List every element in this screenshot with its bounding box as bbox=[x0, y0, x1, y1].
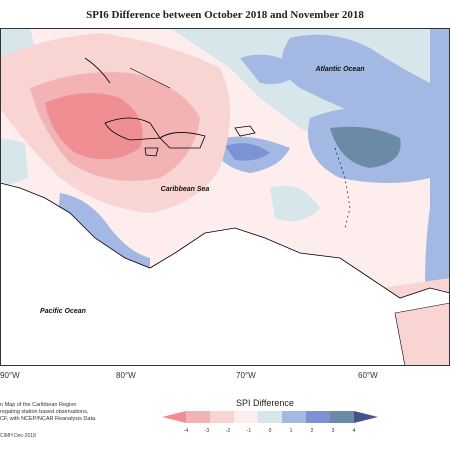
legend-swatch bbox=[186, 411, 210, 423]
legend-swatch bbox=[330, 411, 354, 423]
map-note: regating station based observations, bbox=[0, 409, 89, 415]
legend-tick-label: 2 bbox=[311, 428, 314, 434]
spi-difference-map: Atlantic Ocean Caribbean Sea Pacific Oce… bbox=[0, 28, 450, 366]
legend-swatch bbox=[210, 411, 234, 423]
legend-swatch bbox=[282, 411, 306, 423]
legend-swatch bbox=[234, 411, 258, 423]
lon-tick: 90°W bbox=[0, 371, 20, 380]
credit-text: CIMH Dec-2018 bbox=[0, 433, 36, 439]
legend-tick-label: 0 bbox=[269, 428, 272, 434]
legend-tick-label: -2 bbox=[226, 428, 231, 434]
map-note: n Map of the Caribbean Region bbox=[0, 402, 77, 408]
legend-tick-label: -4 bbox=[184, 428, 189, 434]
label-atlantic-ocean: Atlantic Ocean bbox=[314, 66, 364, 73]
map-note: CF, with NCEP/NCAR Reanalysis Data. bbox=[0, 416, 97, 422]
legend-tick-label: 3 bbox=[332, 428, 335, 434]
lon-tick: 60°W bbox=[358, 371, 378, 380]
lon-tick: 80°W bbox=[116, 371, 136, 380]
label-caribbean-sea: Caribbean Sea bbox=[161, 186, 210, 193]
legend-swatch bbox=[354, 411, 378, 423]
legend-swatch bbox=[258, 411, 282, 423]
legend-swatch bbox=[162, 411, 186, 423]
legend-tick-label: 1 bbox=[290, 428, 293, 434]
lon-tick: 70°W bbox=[236, 371, 256, 380]
legend-tick-label: 4 bbox=[353, 428, 356, 434]
label-pacific-ocean: Pacific Ocean bbox=[40, 308, 86, 315]
map-title: SPI6 Difference between October 2018 and… bbox=[86, 9, 364, 21]
legend-tick-label: -3 bbox=[205, 428, 210, 434]
color-legend: -4 -3 -2 -1 0 1 2 3 4 bbox=[162, 411, 378, 434]
legend-tick-label: -1 bbox=[247, 428, 252, 434]
legend-title: SPI Difference bbox=[236, 398, 294, 408]
legend-swatch bbox=[306, 411, 330, 423]
